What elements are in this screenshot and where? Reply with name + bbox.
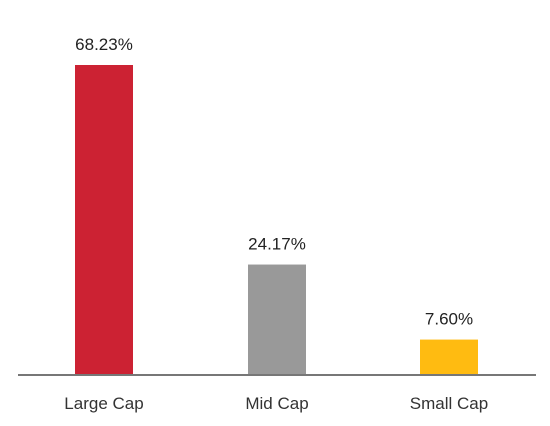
category-label-mid-cap: Mid Cap bbox=[245, 394, 308, 413]
value-label-mid-cap: 24.17% bbox=[248, 235, 306, 254]
value-labels-group: 68.23% 24.17% 7.60% bbox=[75, 35, 473, 329]
category-label-large-cap: Large Cap bbox=[64, 394, 143, 413]
category-labels-group: Large Cap Mid Cap Small Cap bbox=[64, 394, 488, 413]
value-label-small-cap: 7.60% bbox=[425, 310, 473, 329]
category-label-small-cap: Small Cap bbox=[410, 394, 488, 413]
bars-group bbox=[75, 65, 478, 374]
bar-small-cap bbox=[420, 339, 478, 374]
bar-mid-cap bbox=[248, 264, 306, 374]
value-label-large-cap: 68.23% bbox=[75, 35, 133, 54]
bar-large-cap bbox=[75, 65, 133, 374]
